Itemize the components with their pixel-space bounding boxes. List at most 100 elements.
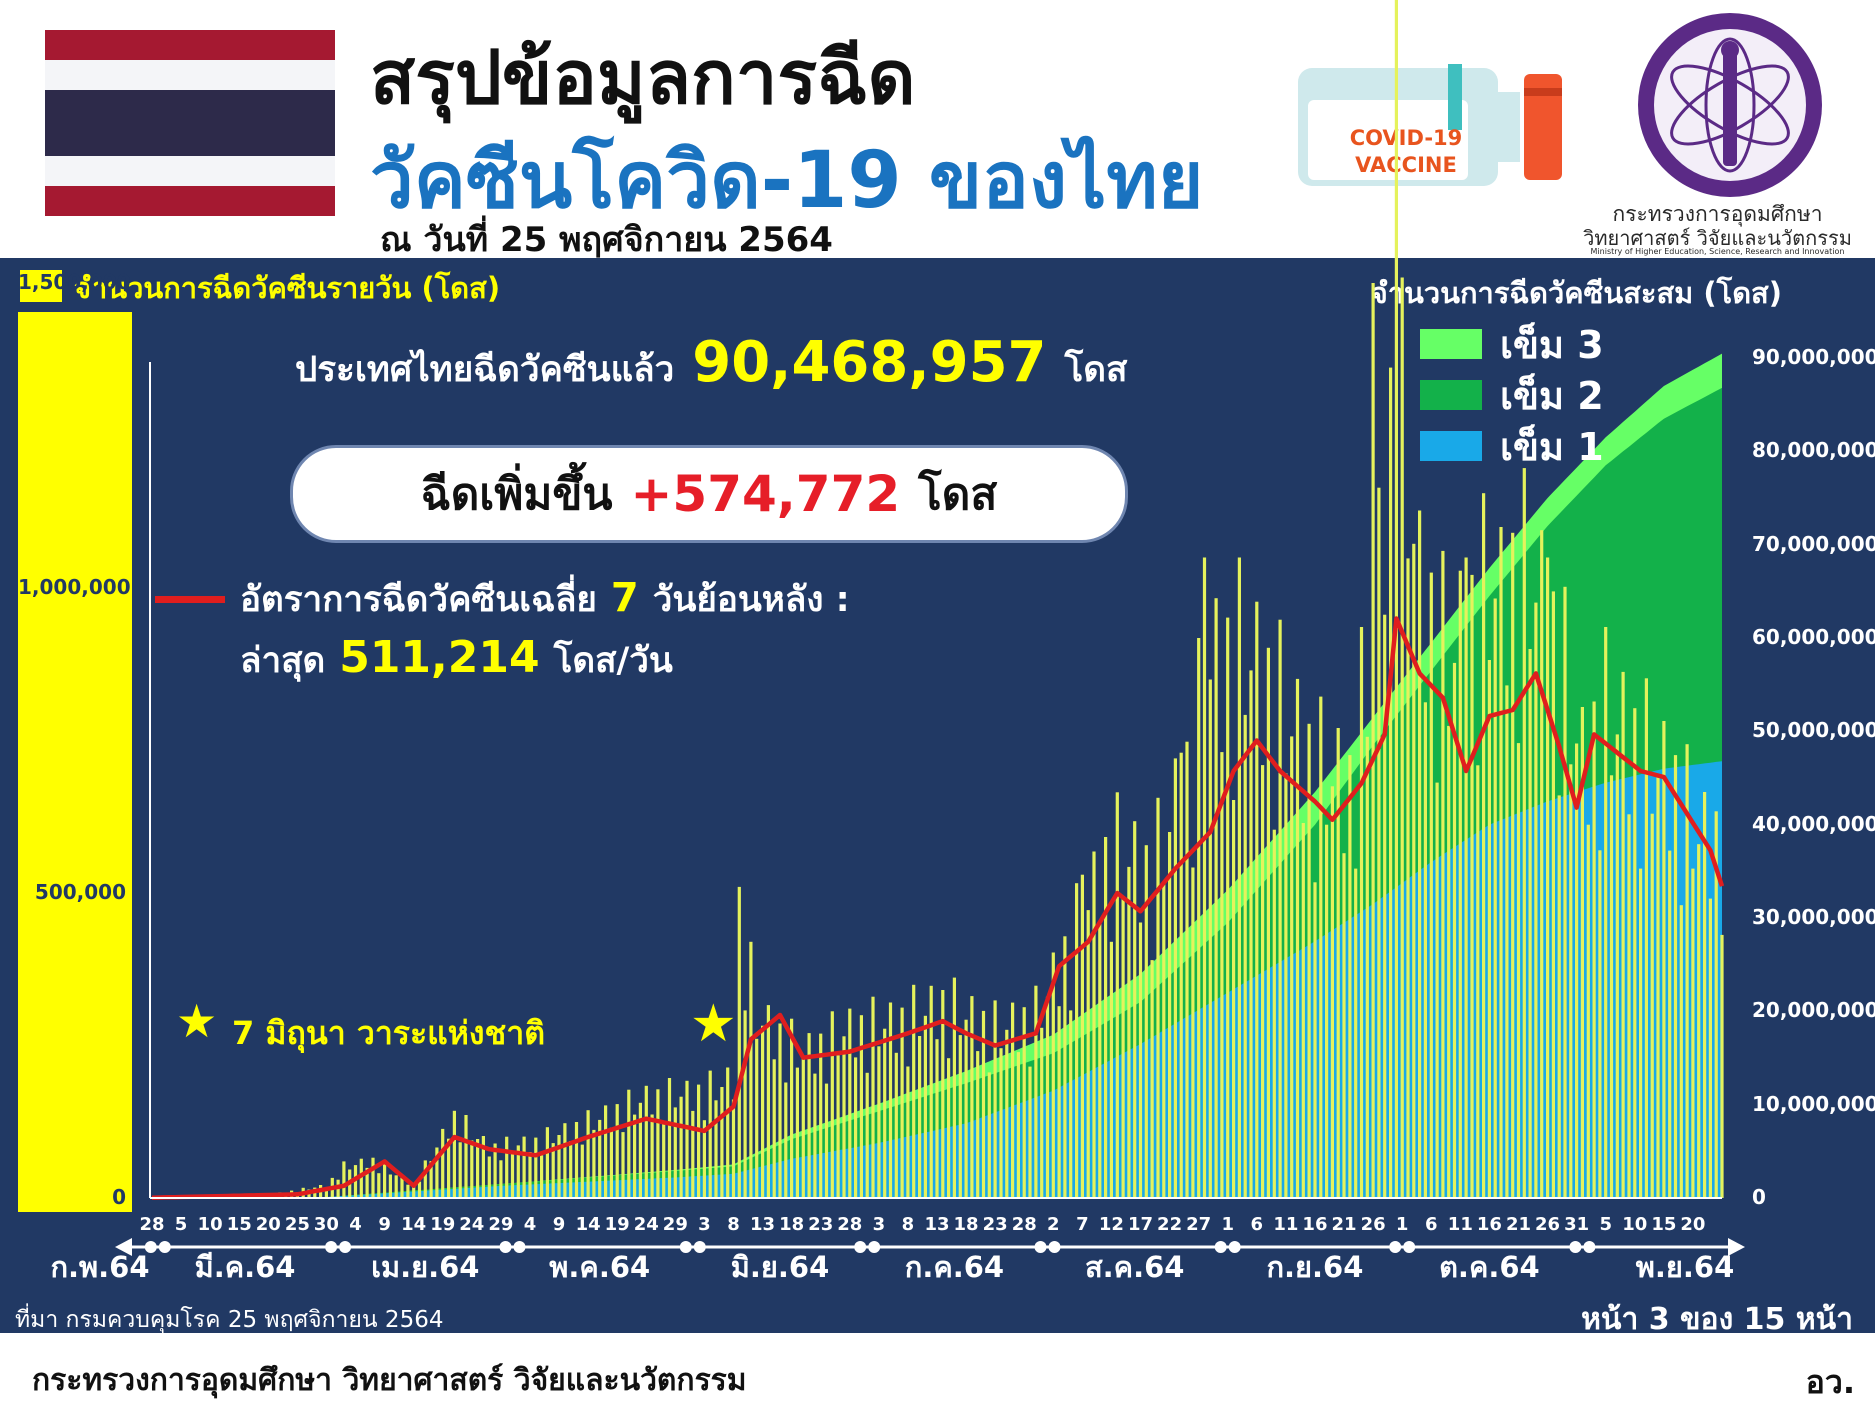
daily-bar	[487, 1156, 491, 1198]
daily-bar	[1115, 792, 1119, 1198]
daily-bar	[790, 1018, 794, 1198]
right-tick-label: 40,000,000	[1752, 811, 1875, 836]
ministry-name-th-2: วิทยาศาสตร์ วิจัยและนวัตกรรม	[1583, 226, 1852, 250]
star-marker-icon: ★	[690, 994, 737, 1054]
x-tick-label: 19	[604, 1214, 630, 1235]
ministry-name-en: Ministry of Higher Education, Science, R…	[1590, 247, 1845, 256]
x-tick-label: 6	[1424, 1214, 1438, 1235]
month-boundary-dot	[158, 1241, 171, 1253]
x-tick-label: 9	[552, 1214, 566, 1235]
month-boundary-dot	[868, 1241, 881, 1253]
daily-bar	[1057, 1006, 1061, 1198]
daily-bar	[1278, 619, 1282, 1198]
vaccine-badge-line-1: COVID-19	[1349, 126, 1463, 150]
month-boundary-dot	[679, 1241, 692, 1253]
daily-bar	[516, 1145, 520, 1198]
right-tick-label: 30,000,000	[1752, 905, 1875, 929]
month-boundary-dot	[1034, 1241, 1047, 1253]
daily-bar	[830, 1011, 834, 1198]
total-doses-unit: โดส	[1064, 350, 1128, 390]
daily-bar	[1400, 277, 1404, 1198]
avg-rate-value: 511,214	[339, 632, 540, 683]
daily-bar	[1394, 0, 1398, 1198]
daily-bar	[528, 1152, 532, 1198]
avg-legend-line	[155, 596, 225, 603]
daily-bar	[1162, 883, 1166, 1198]
x-tick-label: 8	[901, 1214, 915, 1235]
daily-bar	[865, 1072, 869, 1198]
daily-bar	[970, 996, 974, 1198]
daily-bar	[1371, 283, 1375, 1198]
page-subtitle: วัคซีนโควิด-19 ของไทย	[370, 136, 1204, 226]
avg-rate-days: 7	[610, 575, 639, 621]
daily-bar	[952, 977, 956, 1198]
daily-bar	[697, 1084, 701, 1198]
x-tick-label: 22	[1157, 1214, 1183, 1235]
daily-bar	[609, 1127, 613, 1198]
daily-bar	[342, 1161, 346, 1198]
daily-bar	[1295, 678, 1300, 1198]
daily-bar	[563, 1123, 567, 1198]
legend-label-dose-1: เข็ม 1	[1500, 424, 1604, 469]
x-tick-label: 20	[255, 1214, 281, 1235]
page-title: สรุปข้อมูลการฉีด	[370, 35, 916, 121]
daily-bar	[1319, 696, 1323, 1198]
daily-bar	[388, 1174, 392, 1198]
daily-bar	[394, 1175, 398, 1198]
month-boundary-dot	[325, 1241, 338, 1253]
x-tick-label: 15	[1651, 1214, 1677, 1235]
daily-bar	[621, 1132, 625, 1198]
daily-bar	[1389, 367, 1393, 1199]
daily-bar	[417, 1181, 422, 1198]
daily-bar	[656, 1089, 660, 1198]
x-tick-label: 29	[488, 1214, 514, 1235]
x-tick-label: 1	[1221, 1214, 1234, 1235]
left-axis-band	[18, 312, 132, 1212]
daily-bar	[888, 1002, 893, 1198]
x-tick-label: 18	[953, 1214, 979, 1235]
daily-bar	[644, 1085, 648, 1198]
daily-bar	[324, 1187, 328, 1198]
daily-bar	[452, 1110, 456, 1198]
x-tick-label: 14	[575, 1214, 601, 1235]
daily-bar	[708, 1070, 712, 1198]
month-boundary-dot	[1583, 1241, 1596, 1253]
daily-bar	[900, 1007, 904, 1198]
daily-bar	[947, 1058, 951, 1198]
right-tick-label: 70,000,000	[1752, 531, 1875, 556]
right-tick-label: 50,000,000	[1752, 718, 1875, 743]
daily-bar	[1185, 741, 1189, 1198]
month-label: เม.ย.64	[371, 1250, 480, 1284]
daily-bar	[1243, 714, 1247, 1198]
daily-bar	[1691, 868, 1695, 1198]
daily-bar	[1359, 627, 1364, 1198]
x-tick-label: 28	[1011, 1214, 1037, 1235]
increase-unit: โดส	[918, 469, 998, 520]
x-tick-label: 4	[523, 1214, 537, 1235]
daily-bar	[1051, 952, 1055, 1198]
daily-bar	[1342, 853, 1346, 1198]
daily-bar	[854, 1057, 858, 1198]
daily-bar	[1354, 868, 1358, 1198]
daily-bar	[999, 1048, 1003, 1198]
daily-bar	[702, 1120, 706, 1198]
daily-bar	[673, 1107, 677, 1198]
daily-legend-swatch	[20, 270, 62, 302]
daily-bar	[1377, 487, 1381, 1198]
month-boundary-dot	[513, 1241, 526, 1253]
daily-bar	[714, 1100, 718, 1198]
daily-bar	[958, 1035, 962, 1198]
daily-bar	[1551, 591, 1555, 1198]
daily-bar	[1266, 647, 1270, 1198]
daily-bar	[1034, 985, 1038, 1198]
daily-bar	[493, 1143, 497, 1198]
daily-bar	[435, 1147, 439, 1198]
daily-bar	[400, 1176, 404, 1198]
x-tick-label: 10	[1622, 1214, 1648, 1235]
x-tick-label: 6	[1250, 1214, 1264, 1235]
daily-bar	[1452, 662, 1457, 1198]
daily-bar	[1272, 829, 1276, 1198]
daily-bar	[1575, 743, 1579, 1198]
daily-bar	[574, 1122, 579, 1198]
daily-bar	[1121, 896, 1125, 1198]
